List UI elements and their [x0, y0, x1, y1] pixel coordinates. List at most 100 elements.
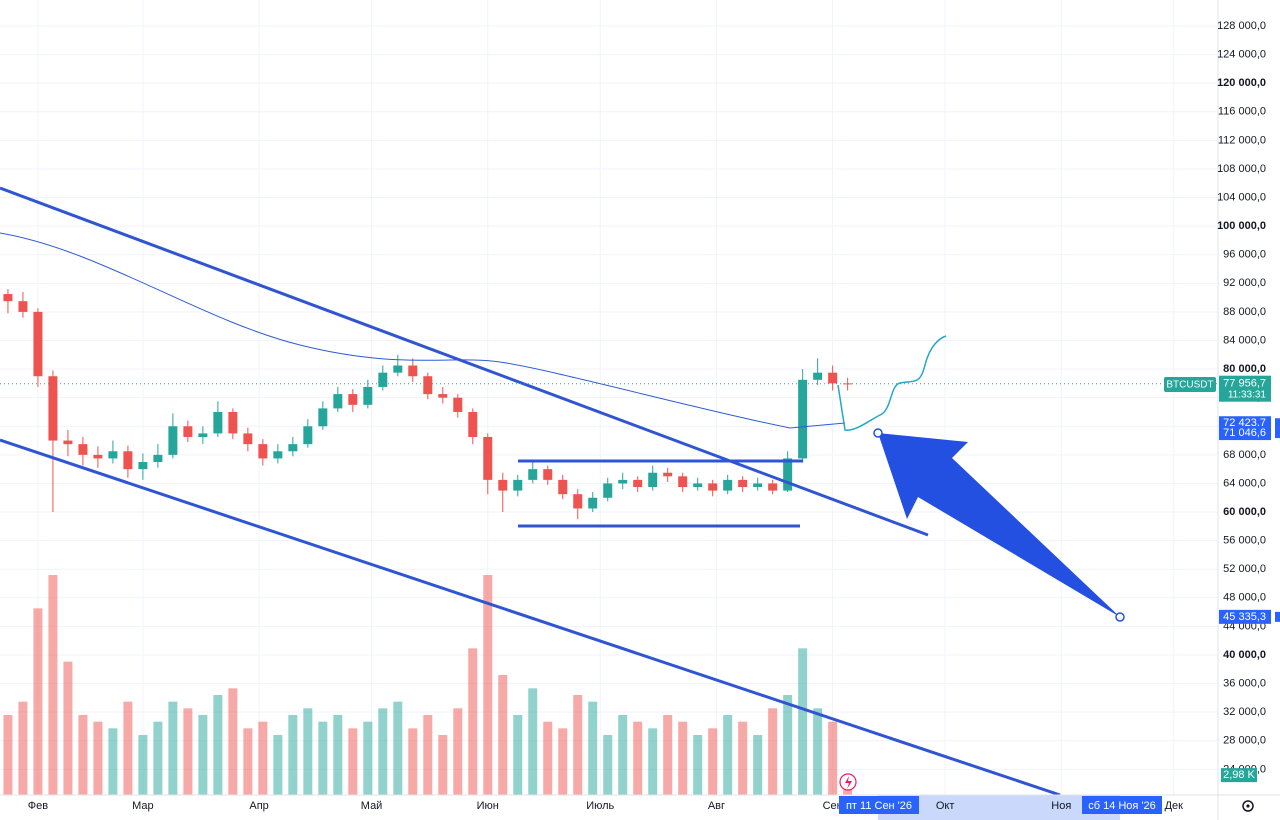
volume-bar	[483, 575, 493, 795]
candle-body	[798, 379, 808, 459]
moving-average	[0, 232, 846, 429]
arrow-drawing	[878, 433, 1120, 617]
y-tick-label: 88 000,0	[1223, 306, 1266, 318]
volume-bar	[318, 721, 328, 795]
candle-body	[363, 386, 373, 405]
candle-body	[828, 372, 838, 384]
volume-bar	[198, 715, 208, 795]
x-tick-label: Июль	[586, 800, 614, 812]
settings-icon[interactable]	[1242, 800, 1254, 812]
date-label: сб 14 Ноя '26	[1088, 800, 1156, 812]
grid	[0, 0, 1218, 795]
events-icon-glyph	[845, 776, 852, 789]
candle-body	[663, 472, 673, 477]
date-label-box	[839, 796, 919, 814]
trend-line-lower	[0, 438, 1061, 797]
candle-body	[138, 462, 148, 470]
volume-bar	[693, 735, 703, 795]
volume-bar	[798, 648, 808, 795]
volume-bar	[453, 708, 463, 795]
projection-path	[837, 335, 947, 431]
candle-body	[513, 479, 523, 491]
candle-body	[423, 376, 433, 395]
candle-body	[843, 383, 853, 385]
y-tick-label: 116 000,0	[1218, 106, 1266, 118]
candle-body	[498, 479, 508, 491]
volume-bar	[153, 721, 163, 795]
volume-bar	[273, 735, 283, 795]
volume-bar	[18, 701, 28, 795]
price-label-box	[1219, 609, 1271, 624]
candle-body	[93, 454, 103, 459]
candle-body	[33, 311, 43, 377]
date-label-box	[1082, 796, 1162, 814]
x-tick-label: Сен	[823, 800, 843, 812]
y-tick-label: 96 000,0	[1223, 249, 1266, 261]
arrow-handle[interactable]	[873, 428, 883, 438]
candle-layer	[3, 289, 853, 520]
volume-bar	[738, 721, 748, 795]
volume-bar	[528, 688, 538, 795]
settings-button[interactable]	[1242, 800, 1254, 812]
volume-bar	[33, 608, 43, 795]
volume-bar	[723, 715, 733, 795]
candle-body	[753, 483, 763, 488]
date-label: пт 11 Сен '26	[846, 800, 912, 812]
price-axis	[1218, 0, 1280, 820]
symbol-box	[1164, 377, 1216, 392]
candle-body	[258, 444, 268, 459]
x-tick-label: Май	[361, 800, 383, 812]
candle-body	[723, 479, 733, 491]
volume-bar	[648, 728, 658, 795]
volume-bar	[543, 721, 553, 795]
candle-body	[633, 479, 643, 488]
y-tick-label: 60 000,0	[1223, 506, 1266, 518]
countdown-label: 11:33:31	[1228, 389, 1267, 400]
candle-body	[273, 451, 283, 459]
candle-body	[768, 483, 778, 491]
y-tick-label: 124 000,0	[1217, 48, 1266, 60]
candle-body	[18, 301, 28, 312]
volume-layer	[3, 575, 853, 795]
price-label-tab	[1275, 418, 1280, 429]
volume-bar	[348, 728, 358, 795]
candle-body	[123, 451, 133, 470]
y-tick-label: 128 000,0	[1217, 20, 1266, 32]
volume-bar	[363, 721, 373, 795]
x-tick-label: Июн	[477, 800, 499, 812]
candle-body	[3, 294, 13, 302]
y-tick-label: 32 000,0	[1223, 706, 1266, 718]
candle-body	[48, 376, 58, 441]
volume-bar	[93, 721, 103, 795]
volume-bar	[513, 715, 523, 795]
candle-body	[78, 444, 88, 455]
y-tick-label: 92 000,0	[1223, 277, 1266, 289]
volume-bar	[213, 695, 223, 795]
volume-bar	[288, 715, 298, 795]
volume-bar	[303, 708, 313, 795]
candle-body	[168, 426, 178, 455]
candle-body	[708, 483, 718, 491]
candle-body	[783, 458, 793, 491]
volume-bar	[813, 708, 823, 795]
candle-body	[573, 494, 583, 509]
x-tick-label: Фев	[28, 800, 48, 812]
volume-bar	[423, 715, 433, 795]
arrow-handle[interactable]	[1115, 612, 1125, 622]
volume-bar	[438, 735, 448, 795]
x-tick-label: Апр	[249, 800, 268, 812]
candle-body	[813, 372, 823, 380]
candle-body	[63, 440, 73, 445]
volume-bar	[768, 708, 778, 795]
candle-body	[483, 436, 493, 480]
candle-body	[543, 469, 553, 480]
volume-bar	[783, 695, 793, 795]
volume-bar	[468, 648, 478, 795]
candle-body	[618, 479, 628, 484]
volume-label: 2,98 K	[1223, 769, 1255, 781]
volume-bar	[258, 721, 268, 795]
last-price-box	[1219, 375, 1271, 402]
candle-body	[453, 397, 463, 412]
